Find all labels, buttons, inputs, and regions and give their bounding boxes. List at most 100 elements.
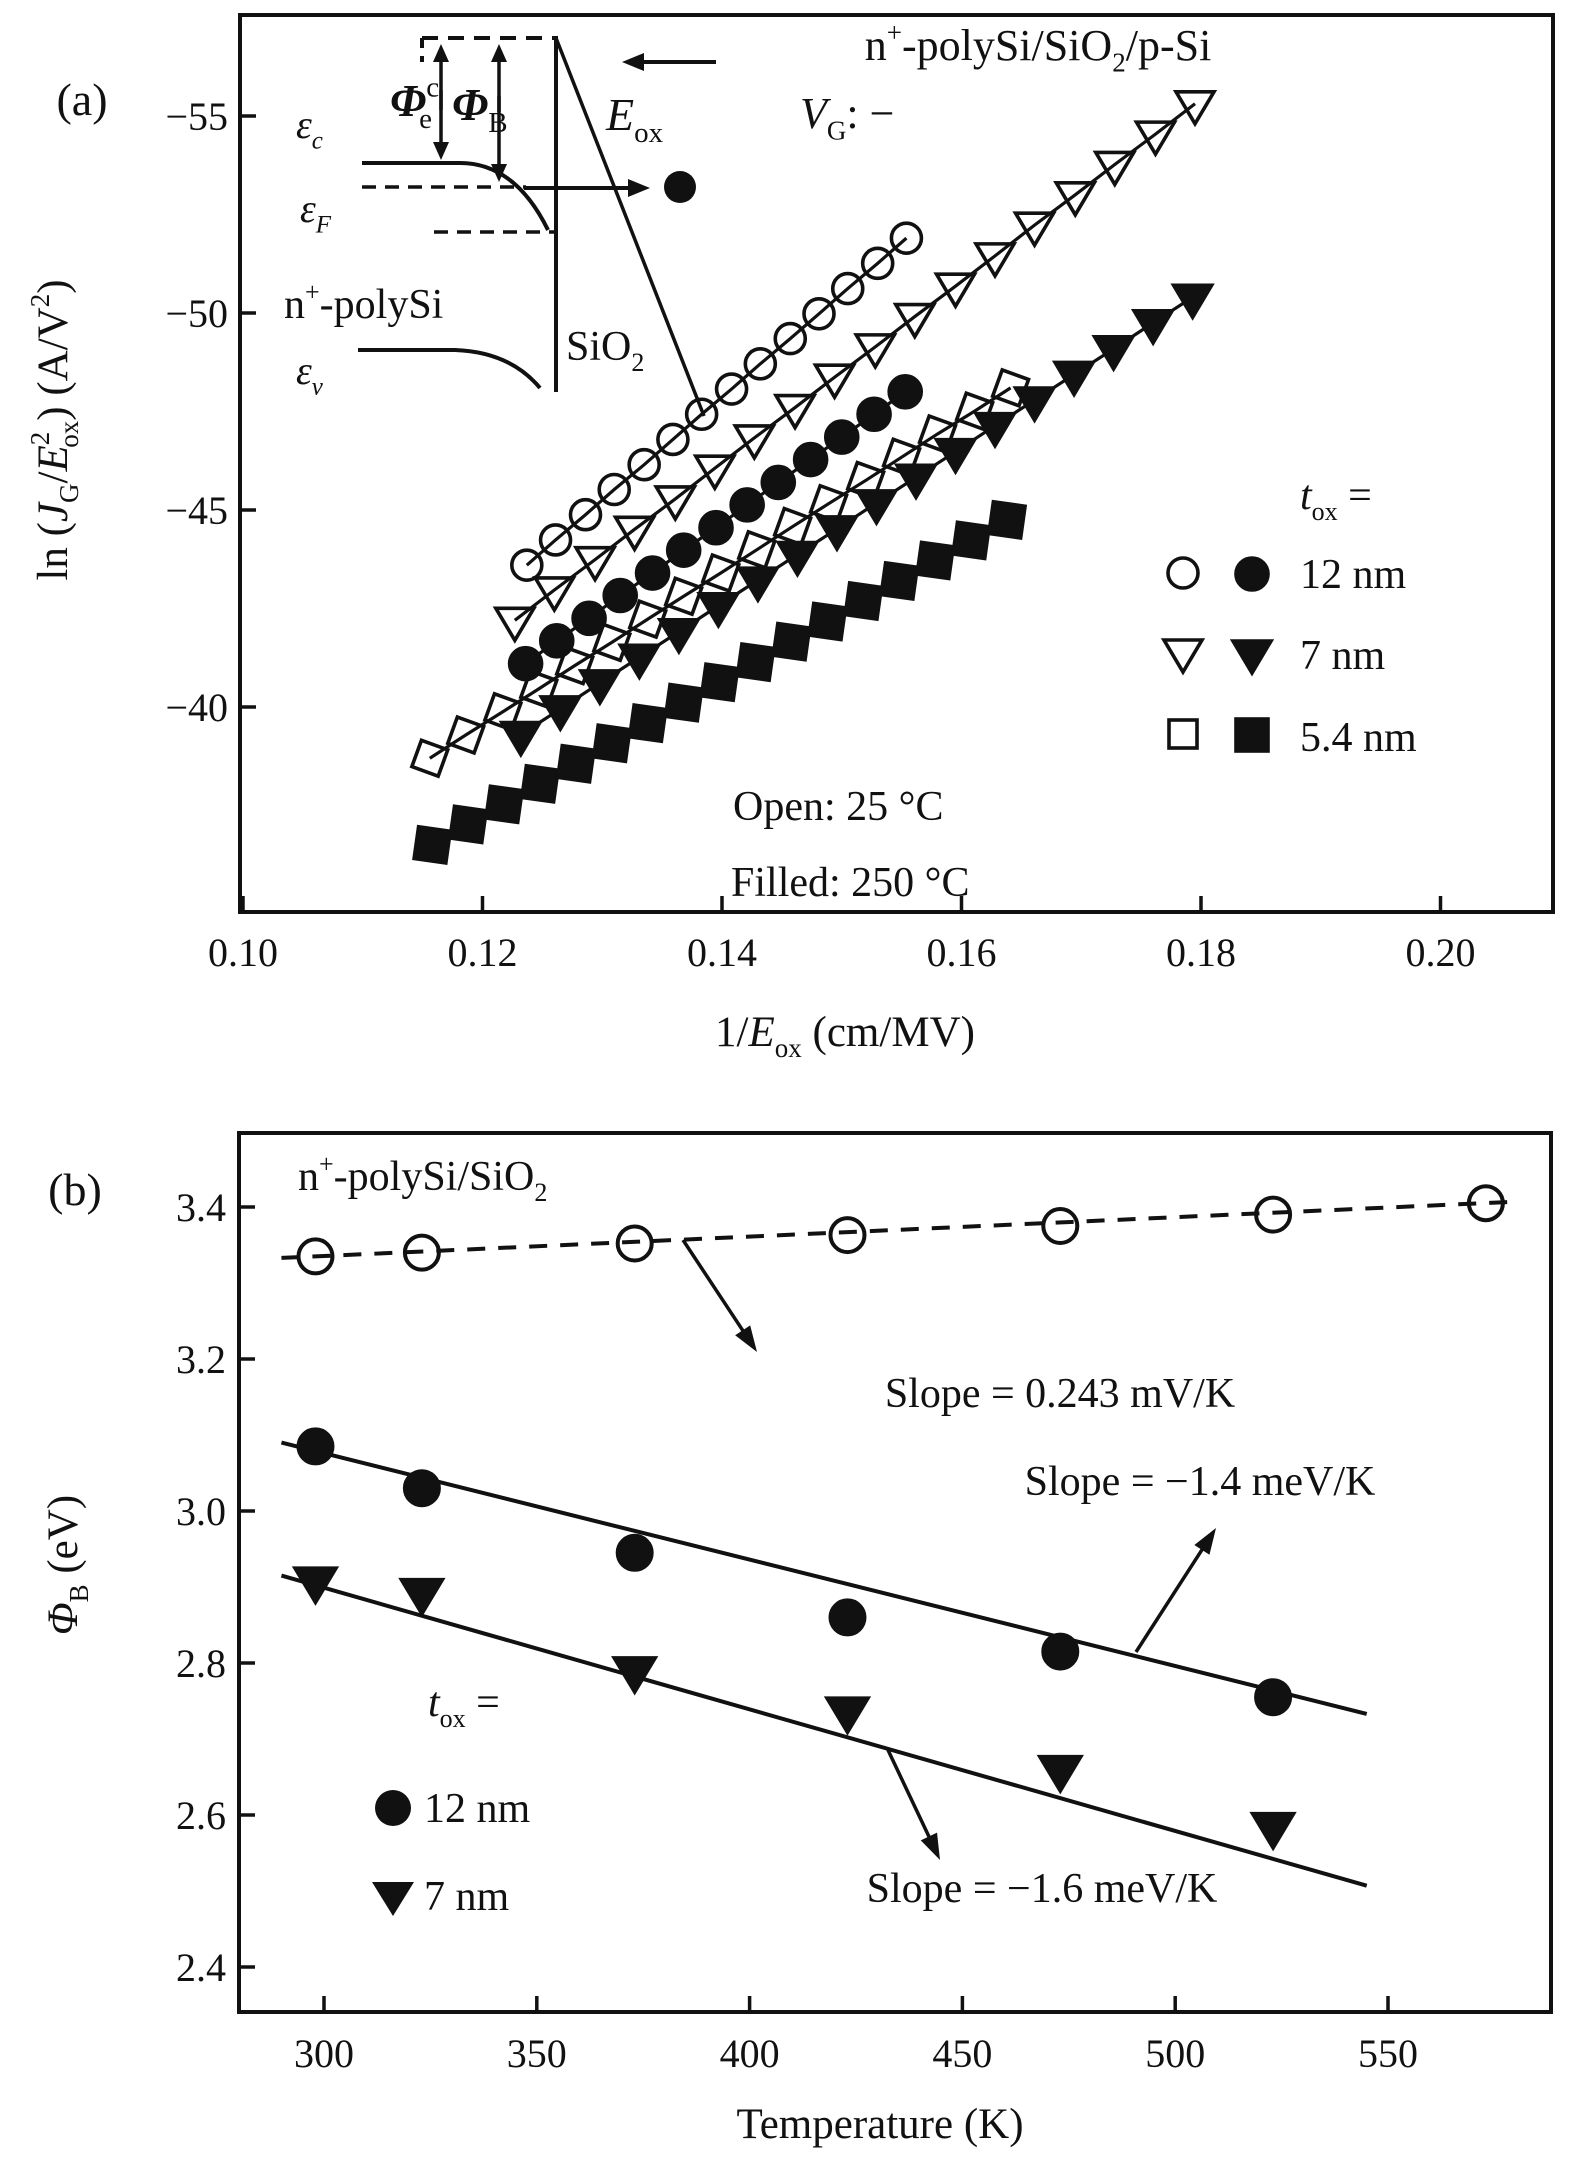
gate-bias-label: VG: −	[800, 89, 894, 145]
series-line-square-open	[428, 386, 1012, 760]
legend-filled-triangle-icon	[1229, 639, 1275, 677]
band-diagram-inset	[358, 36, 716, 417]
panel-a-plot-layer: 0.10 0.12 0.14 0.16 0.18 0.20 −55 −50 −45 −40	[165, 89, 1476, 975]
data-point-open-circle	[1254, 1195, 1293, 1234]
panel-b-y-tick-label: 2.6	[176, 1793, 226, 1838]
data-point-filled-circle	[828, 1598, 867, 1637]
panel-a-legend-label-12nm: 12 nm	[1300, 552, 1407, 598]
data-point-open-triangle	[892, 302, 937, 341]
panel-b-y-tick-label: 2.8	[176, 1641, 226, 1686]
data-point-filled-circle	[402, 1469, 441, 1508]
data-point-filled-triangle	[656, 617, 702, 656]
data-point-filled-circle	[571, 600, 607, 637]
data-point-open-triangle	[532, 576, 577, 614]
data-point-filled-triangle	[775, 540, 820, 579]
data-point-open-circle	[860, 246, 895, 281]
panel-a-open-note: Open: 25 °C	[733, 784, 943, 830]
panel-b-y-axis-title: ΦB (eV)	[40, 1495, 94, 1635]
panel-a-frame	[238, 13, 1555, 914]
arrow-to-slope-0243-head	[735, 1325, 757, 1352]
phi-b-arrow-up-head	[491, 44, 507, 62]
data-point-filled-square	[483, 784, 525, 825]
panel-b-y-tick-label: 2.4	[176, 1945, 226, 1990]
legend-open-triangle-icon	[1160, 638, 1206, 676]
panel-a-x-tick-label: 0.18	[1166, 930, 1236, 975]
data-point-open-circle	[889, 221, 924, 255]
panel-a-legend-label-7nm: 7 nm	[1300, 633, 1386, 679]
data-point-filled-circle	[856, 396, 892, 433]
panel-b-x-axis-title: Temperature (K)	[736, 2101, 1023, 2148]
data-point-open-triangle	[1012, 211, 1057, 249]
data-point-filled-square	[699, 662, 740, 703]
data-point-open-circle	[597, 472, 632, 507]
data-point-open-circle	[296, 1237, 335, 1276]
data-point-filled-square	[879, 560, 920, 602]
data-point-filled-triangle	[1091, 335, 1136, 373]
panel-a-y-tick-label: −55	[165, 94, 228, 139]
data-point-open-square	[917, 413, 958, 455]
data-point-filled-circle	[823, 419, 860, 455]
panel-b-x-tick-label: 550	[1358, 2031, 1418, 2076]
data-point-open-circle	[830, 271, 865, 306]
data-point-open-triangle	[732, 424, 777, 462]
panel-b-x-tick-label: 350	[507, 2031, 567, 2076]
data-point-filled-circle	[296, 1427, 335, 1466]
data-point-filled-circle	[665, 532, 702, 568]
data-point-filled-square	[843, 580, 884, 622]
panel-b-legend-filled-triangle-icon	[372, 1882, 414, 1916]
data-point-open-square	[845, 460, 886, 501]
data-point-open-circle	[773, 321, 808, 356]
data-point-open-square	[445, 714, 486, 756]
panel-a-x-tick-label: 0.16	[927, 930, 997, 975]
data-point-filled-triangle	[1036, 1754, 1084, 1795]
panel-b-legend-filled-circle-icon	[375, 1790, 411, 1826]
data-point-filled-square	[986, 499, 1028, 540]
data-point-open-square	[990, 367, 1031, 409]
valence-band-line	[358, 348, 542, 390]
data-point-open-circle	[743, 347, 778, 381]
data-point-open-triangle	[812, 363, 857, 401]
data-point-open-triangle	[1092, 150, 1137, 188]
series-line-circle-open	[525, 236, 908, 567]
data-point-filled-circle	[792, 441, 829, 478]
phi-b-arrow-down-head	[491, 164, 507, 182]
legend-open-circle-icon	[1166, 556, 1200, 590]
data-point-open-square	[772, 506, 813, 547]
data-point-filled-circle	[538, 623, 575, 659]
data-point-open-square	[881, 436, 922, 478]
data-point-filled-triangle	[611, 1656, 659, 1696]
panel-b-frame	[237, 1131, 1553, 2014]
data-point-filled-circle	[698, 509, 734, 546]
data-point-open-circle	[714, 372, 749, 406]
panel-a-x-tick-label: 0.12	[448, 930, 518, 975]
slope-annotation-7nm: Slope = −1.6 meV/K	[867, 1866, 1218, 1912]
panel-b-x-tick-label: 300	[294, 2031, 354, 2076]
inset-phi-b-label: ΦB	[452, 79, 508, 139]
panel-b-x-tick-label: 400	[720, 2031, 780, 2076]
electron-dot	[664, 171, 696, 203]
data-point-filled-triangle	[1249, 1811, 1297, 1852]
data-point-open-square	[409, 737, 451, 779]
data-point-open-square	[591, 622, 633, 663]
panel-b-label: (b)	[48, 1164, 102, 1215]
panel-b-legend-heading: tox =	[428, 1680, 500, 1733]
panel-a-y-axis-title: ln (JG/E2ox) (A/V2)	[25, 279, 84, 580]
data-point-filled-square	[950, 520, 992, 561]
arrow-to-slope-m16-head	[920, 1832, 940, 1860]
data-point-filled-circle	[615, 1533, 654, 1572]
data-point-filled-circle	[1254, 1678, 1293, 1717]
data-point-filled-triangle	[291, 1566, 340, 1606]
data-point-open-circle	[538, 523, 573, 557]
data-point-filled-triangle	[617, 643, 662, 681]
data-point-open-circle	[828, 1216, 867, 1255]
panel-b-x-tick-label: 450	[932, 2031, 992, 2076]
data-point-open-triangle	[853, 333, 898, 371]
data-point-open-circle	[656, 422, 690, 457]
data-point-filled-triangle	[1051, 360, 1097, 398]
panel-b-y-tick-label: 3.2	[176, 1337, 226, 1382]
panel-b-y-tick-label: 3.4	[176, 1185, 226, 1230]
fit-line-open-circle	[281, 1199, 1516, 1260]
data-point-filled-circle	[602, 577, 639, 614]
